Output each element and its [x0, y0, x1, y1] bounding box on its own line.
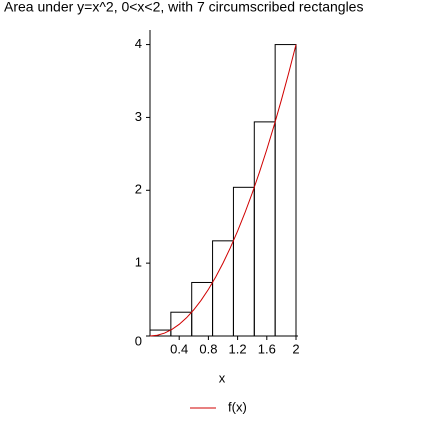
legend-label: f(x) — [228, 399, 247, 414]
y-tick-label: 4 — [135, 36, 142, 51]
chart-title: Area under y=x^2, 0<x<2, with 7 circumsc… — [4, 0, 363, 15]
rectangle — [149, 329, 172, 337]
y-tick-label: 0 — [135, 333, 142, 348]
rectangle — [212, 240, 234, 337]
y-tick-label: 2 — [135, 182, 142, 197]
x-axis-label: x — [219, 370, 226, 385]
y-tick-label: 3 — [135, 109, 142, 124]
x-tick-label: 2 — [292, 341, 299, 356]
rectangle — [232, 186, 255, 337]
rectangle — [253, 121, 276, 337]
y-tick-label: 1 — [135, 255, 142, 270]
rectangle — [274, 44, 297, 337]
curve — [149, 44, 297, 337]
x-tick-label: 0.4 — [170, 341, 188, 356]
x-tick-label: 1.6 — [258, 341, 276, 356]
x-tick-label: 1.2 — [229, 341, 247, 356]
x-tick-label: 0.8 — [199, 341, 217, 356]
